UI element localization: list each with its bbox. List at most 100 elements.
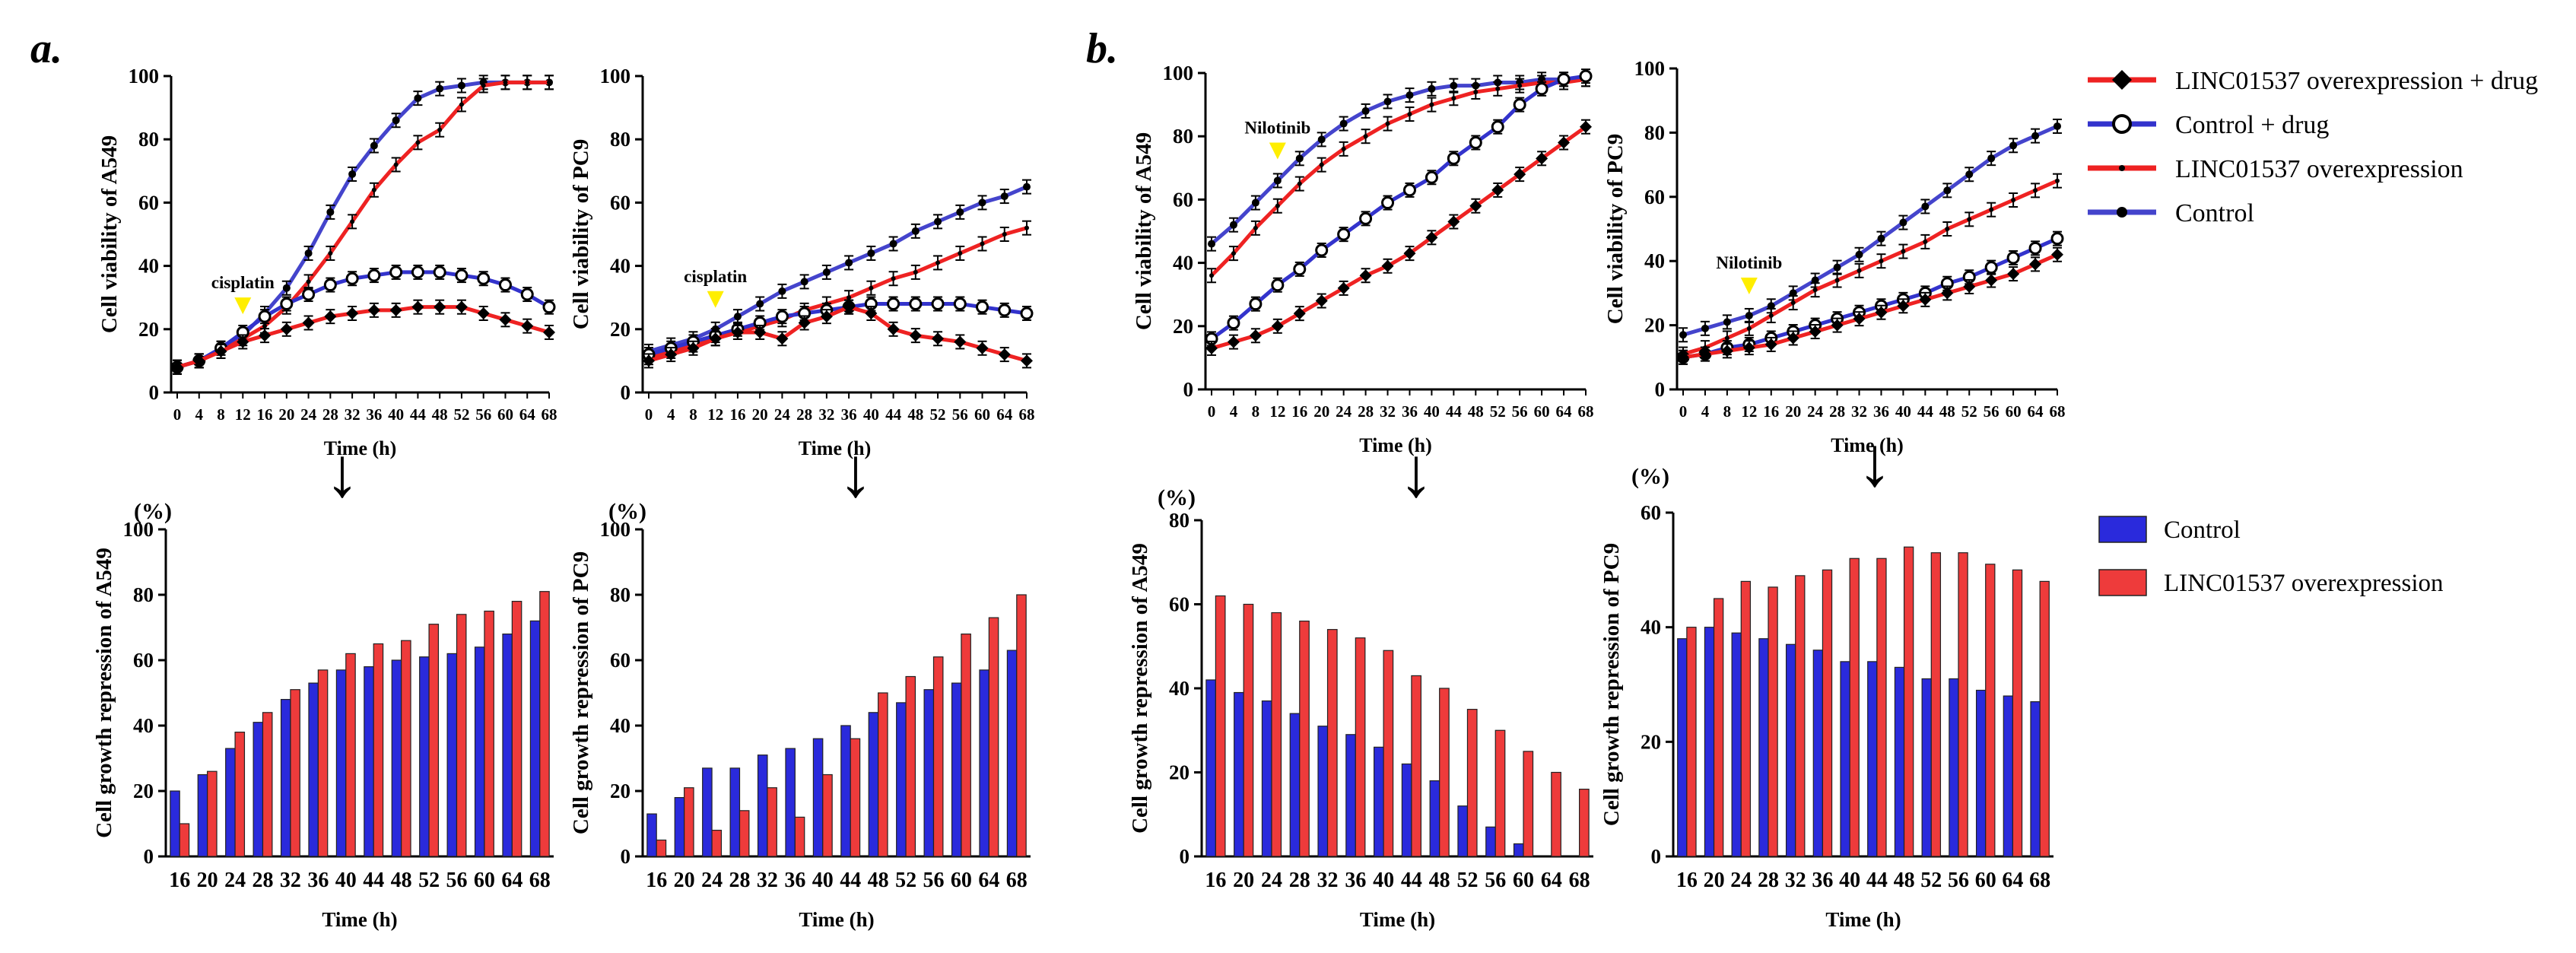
x-tick-label: 32 bbox=[1851, 402, 1867, 421]
legend-marker bbox=[2117, 207, 2127, 218]
bar-overexpression bbox=[1740, 580, 1752, 857]
series-line bbox=[1211, 125, 1587, 351]
y-tick-label: 0 bbox=[1183, 378, 1194, 401]
y-tick-label: 60 bbox=[610, 191, 631, 214]
data-point bbox=[913, 269, 918, 275]
data-point bbox=[2055, 178, 2060, 183]
x-tick-label: 20 bbox=[197, 869, 218, 892]
data-point bbox=[477, 307, 490, 319]
y-tick-label: 40 bbox=[610, 255, 631, 278]
bar-control bbox=[419, 656, 430, 857]
bar-control bbox=[951, 682, 962, 857]
data-point bbox=[1402, 183, 1416, 197]
data-point bbox=[1229, 221, 1237, 229]
bar-control bbox=[674, 796, 685, 857]
x-tick-label: 32 bbox=[280, 869, 301, 892]
data-point bbox=[302, 316, 315, 329]
x-tick-label: 24 bbox=[224, 869, 246, 892]
data-point bbox=[389, 265, 403, 279]
data-point bbox=[1024, 225, 1029, 230]
x-tick-label: 28 bbox=[796, 405, 812, 424]
bar-control bbox=[646, 813, 657, 857]
data-point bbox=[1469, 136, 1482, 150]
series-line bbox=[176, 80, 549, 370]
bar-overexpression bbox=[767, 787, 777, 857]
y-tick-label: 60 bbox=[133, 649, 154, 672]
legend-item: LINC01537 overexpression bbox=[2098, 569, 2444, 597]
data-point bbox=[1746, 326, 1752, 331]
x-tick-label: 12 bbox=[1741, 402, 1757, 421]
legend-marker bbox=[2119, 165, 2125, 171]
x-tick-label: 64 bbox=[2028, 402, 2044, 421]
x-tick-label: 4 bbox=[1230, 402, 1238, 421]
data-point bbox=[499, 313, 512, 326]
x-tick-label: 8 bbox=[1252, 402, 1260, 421]
x-axis-label: Time (h) bbox=[1359, 434, 1432, 456]
x-tick-label: 40 bbox=[863, 405, 879, 424]
bar-overexpression bbox=[850, 738, 861, 857]
bar-overexpression bbox=[1686, 627, 1697, 857]
data-point bbox=[1361, 106, 1370, 115]
x-tick-label: 12 bbox=[1269, 402, 1285, 421]
y-axis-label: Cell growth repression of A549 bbox=[1128, 543, 1152, 834]
bar-overexpression bbox=[988, 617, 999, 857]
x-axis-label: Time (h) bbox=[799, 908, 874, 931]
data-point bbox=[1963, 280, 1976, 293]
data-point bbox=[437, 127, 443, 132]
data-point bbox=[1987, 154, 1996, 163]
data-point bbox=[1249, 329, 1262, 342]
bar-control bbox=[170, 790, 180, 857]
bar-control bbox=[1401, 763, 1412, 857]
x-tick-label: 4 bbox=[1701, 402, 1710, 421]
x-tick-label: 52 bbox=[930, 405, 946, 424]
bar-overexpression bbox=[1795, 575, 1806, 857]
bar-control bbox=[1006, 650, 1018, 857]
data-point bbox=[865, 307, 878, 319]
data-point bbox=[1834, 278, 1840, 283]
x-tick-label: 28 bbox=[1829, 402, 1845, 421]
data-point bbox=[1315, 294, 1328, 307]
data-point bbox=[411, 265, 424, 279]
x-tick-label: 56 bbox=[1984, 402, 1999, 421]
x-tick-label: 68 bbox=[529, 869, 551, 892]
data-point bbox=[389, 303, 402, 316]
data-point bbox=[459, 102, 464, 107]
series-control bbox=[1207, 71, 1590, 252]
x-tick-label: 20 bbox=[1785, 402, 1801, 421]
bar-control bbox=[1949, 678, 1959, 857]
data-point bbox=[1812, 287, 1818, 293]
x-tick-label: 16 bbox=[1205, 869, 1226, 892]
data-point bbox=[1293, 307, 1306, 320]
data-point bbox=[1899, 218, 1907, 227]
bar-overexpression bbox=[262, 712, 273, 857]
x-tick-label: 56 bbox=[446, 869, 468, 892]
data-point bbox=[2007, 268, 2020, 281]
data-point bbox=[282, 284, 291, 292]
x-tick-label: 64 bbox=[1556, 402, 1573, 421]
data-point bbox=[665, 348, 678, 361]
data-point bbox=[1536, 152, 1548, 165]
data-point bbox=[1943, 186, 1952, 195]
data-point bbox=[1701, 324, 1709, 332]
data-point bbox=[1941, 287, 1954, 300]
down-arrow-icon: ↓ bbox=[838, 434, 873, 511]
x-tick-label: 4 bbox=[195, 405, 204, 424]
data-point bbox=[775, 310, 789, 323]
x-tick-label: 24 bbox=[300, 405, 317, 424]
data-point bbox=[1720, 345, 1733, 357]
data-point bbox=[370, 141, 378, 150]
bar-control bbox=[1205, 679, 1216, 857]
x-axis-label: Time (h) bbox=[1825, 908, 1901, 931]
x-tick-label: 68 bbox=[1569, 869, 1590, 892]
data-point bbox=[909, 329, 922, 342]
bar-overexpression bbox=[961, 633, 971, 857]
x-tick-label: 16 bbox=[1763, 402, 1779, 421]
bar-overexpression bbox=[878, 692, 888, 857]
percent-label: (%) bbox=[1631, 464, 1669, 489]
data-point bbox=[348, 170, 357, 178]
bar-control bbox=[1867, 661, 1878, 857]
bar-overexpression bbox=[179, 823, 190, 857]
bar-overexpression bbox=[373, 643, 384, 857]
bar-control bbox=[1317, 726, 1329, 857]
